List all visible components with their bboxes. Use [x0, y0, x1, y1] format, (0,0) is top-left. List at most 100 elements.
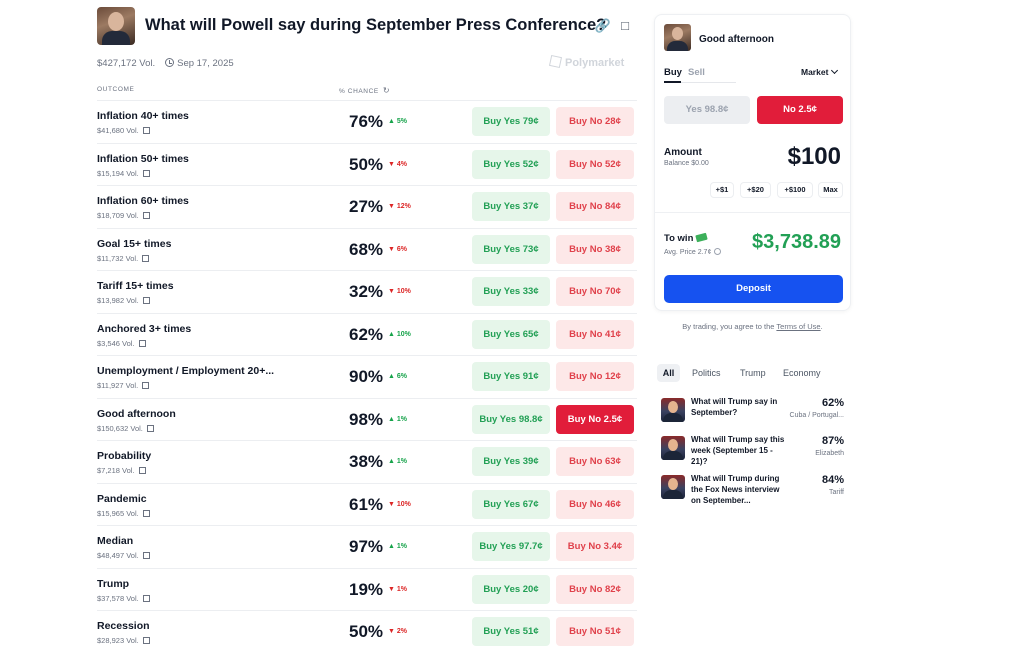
- active-tab-indicator: [664, 81, 681, 83]
- bookmark-icon[interactable]: □: [621, 18, 629, 33]
- outcome-chance: 68%: [349, 239, 384, 259]
- polymarket-logo-icon: [548, 54, 563, 69]
- outcome-row[interactable]: Median $48,497 Vol. 97% ▲ 1% Buy Yes 97.7¢ Bu…: [97, 525, 637, 568]
- outcome-volume-text: $48,497 Vol.: [97, 551, 139, 560]
- outcome-volume: $48,497 Vol.: [97, 551, 150, 560]
- outcome-change-value: 10%: [396, 500, 411, 508]
- filter-tab-all[interactable]: All: [657, 364, 680, 382]
- buy-yes-button[interactable]: Buy Yes 79¢: [472, 107, 550, 136]
- buy-no-button[interactable]: Buy No 70¢: [556, 277, 634, 306]
- triangle-down-icon: ▼: [388, 628, 397, 635]
- outcome-row[interactable]: Anchored 3+ times $3,546 Vol. 62% ▲ 10% Buy …: [97, 312, 637, 356]
- chevron-down-icon: [831, 66, 839, 75]
- buy-yes-button[interactable]: Buy Yes 97.7¢: [472, 532, 550, 561]
- terms-notice: By trading, you agree to the Terms of Us…: [654, 322, 851, 331]
- outcome-chance: 97%: [349, 537, 384, 556]
- buy-yes-button[interactable]: Buy Yes 65¢: [472, 319, 550, 349]
- to-win-text: To win: [664, 233, 694, 244]
- outcome-row[interactable]: Inflation 60+ times $18,709 Vol. 27% ▼ 12% B…: [97, 185, 637, 228]
- outcome-chance: 98%: [349, 409, 384, 429]
- buy-no-button[interactable]: Buy No 46¢: [556, 489, 634, 519]
- buy-yes-button[interactable]: Buy Yes 98.8¢: [472, 404, 550, 434]
- outcome-change-value: 5%: [396, 118, 407, 125]
- related-market-item[interactable]: What will Trump say this week (September…: [661, 434, 846, 466]
- buy-yes-button[interactable]: Buy Yes 20¢: [472, 574, 550, 604]
- outcome-row[interactable]: Goal 15+ times $11,732 Vol. 68% ▼ 6% Buy Yes…: [97, 227, 637, 271]
- buy-no-button[interactable]: Buy No 52¢: [556, 149, 634, 179]
- buy-no-button[interactable]: Buy No 3.4¢: [556, 532, 634, 561]
- link-icon[interactable]: 🔗: [594, 18, 612, 33]
- outcome-row[interactable]: Inflation 40+ times $41,680 Vol. 76% ▲ 5% Bu…: [97, 100, 637, 143]
- trade-yes-button[interactable]: Yes 98.8¢: [664, 96, 750, 124]
- buy-no-button[interactable]: Buy No 28¢: [556, 107, 634, 136]
- buy-yes-button[interactable]: Buy Yes 37¢: [472, 192, 550, 221]
- buy-no-button[interactable]: Buy No 2.5¢: [556, 404, 634, 434]
- outcome-change: ▼ 6%: [388, 246, 407, 253]
- buy-no-button[interactable]: Buy No 84¢: [556, 192, 634, 221]
- outcome-volume-text: $15,965 Vol.: [97, 508, 139, 518]
- filter-tab-politics[interactable]: Politics: [692, 368, 721, 378]
- buy-yes-button[interactable]: Buy Yes 51¢: [472, 617, 550, 646]
- outcome-change: ▼ 12%: [388, 203, 411, 210]
- order-type-select[interactable]: Market: [801, 66, 839, 77]
- outcome-change: ▼ 10%: [388, 288, 411, 295]
- outcome-name: Good afternoon: [97, 407, 176, 420]
- amount-input[interactable]: $100: [787, 143, 841, 170]
- money-icon: [695, 232, 709, 243]
- outcome-chance: 61%: [349, 494, 384, 514]
- outcome-name: Recession: [97, 620, 150, 632]
- related-market-item[interactable]: What will Trump say in September? 62% Cu…: [661, 396, 846, 428]
- related-market-image: [661, 475, 685, 499]
- info-icon[interactable]: [714, 248, 722, 255]
- filter-tab-trump[interactable]: Trump: [740, 368, 766, 378]
- outcome-row[interactable]: Good afternoon $150,632 Vol. 98% ▲ 1% Buy Ye…: [97, 397, 637, 441]
- outcome-row[interactable]: Trump $37,578 Vol. 19% ▼ 1% Buy Yes 20¢ Buy N…: [97, 567, 637, 611]
- buy-no-button[interactable]: Buy No 51¢: [556, 617, 634, 646]
- trade-no-button[interactable]: No 2.5¢: [757, 96, 843, 124]
- buy-yes-button[interactable]: Buy Yes 91¢: [472, 362, 550, 391]
- outcome-change-value: 4%: [396, 160, 407, 168]
- outcome-row[interactable]: Pandemic $15,965 Vol. 61% ▼ 10% Buy Yes 67¢ B…: [97, 482, 637, 526]
- chance-column-header[interactable]: % CHANCE ↻: [339, 86, 390, 95]
- buy-yes-button[interactable]: Buy Yes 39¢: [472, 447, 550, 476]
- outcome-change: ▲ 10%: [388, 331, 411, 338]
- avg-price: Avg. Price 2.7¢: [664, 248, 722, 256]
- market-main: What will Powell say during September Pr…: [97, 0, 637, 653]
- buy-yes-button[interactable]: Buy Yes 73¢: [472, 234, 550, 264]
- buy-no-button[interactable]: Buy No 82¢: [556, 574, 634, 604]
- outcome-row[interactable]: Tariff 15+ times $13,982 Vol. 32% ▼ 10% Buy …: [97, 270, 637, 313]
- outcome-change: ▼ 10%: [388, 501, 411, 508]
- buy-yes-button[interactable]: Buy Yes 33¢: [472, 277, 550, 306]
- outcome-row[interactable]: Inflation 50+ times $15,194 Vol. 50% ▼ 4% Bu…: [97, 142, 637, 186]
- add-100-button[interactable]: +$100: [777, 182, 813, 198]
- outcome-change: ▲ 5%: [388, 118, 407, 125]
- triangle-down-icon: ▼: [388, 585, 397, 593]
- add-20-button[interactable]: +$20: [740, 182, 771, 198]
- buy-yes-button[interactable]: Buy Yes 52¢: [472, 149, 550, 179]
- buy-no-button[interactable]: Buy No 63¢: [556, 447, 634, 476]
- outcome-row[interactable]: Recession $28,923 Vol. 50% ▼ 2% Buy Yes 51¢ B…: [97, 610, 637, 653]
- tab-sell[interactable]: Sell: [688, 67, 705, 78]
- outcome-row[interactable]: Probability $7,218 Vol. 38% ▲ 1% Buy Yes 39¢…: [97, 440, 637, 483]
- related-market-item[interactable]: What will Trump during the Fox News inte…: [661, 473, 846, 505]
- terms-prefix: By trading, you agree to the: [682, 322, 775, 331]
- buy-yes-button[interactable]: Buy Yes 67¢: [472, 489, 550, 519]
- outcome-name: Inflation 60+ times: [97, 195, 189, 207]
- outcome-change-value: 6%: [396, 373, 407, 380]
- max-button[interactable]: Max: [818, 182, 843, 198]
- outcome-row[interactable]: Unemployment / Employment 20+... $11,927 …: [97, 355, 637, 398]
- outcome-chance: 32%: [349, 282, 384, 301]
- market-image: [97, 7, 135, 45]
- tab-buy[interactable]: Buy: [664, 67, 682, 78]
- triangle-down-icon: ▼: [388, 500, 397, 508]
- buy-no-button[interactable]: Buy No 41¢: [556, 319, 634, 349]
- filter-tab-economy[interactable]: Economy: [783, 368, 821, 378]
- buy-no-button[interactable]: Buy No 38¢: [556, 234, 634, 264]
- refresh-icon[interactable]: ↻: [382, 86, 391, 95]
- outcome-volume-text: $28,923 Vol.: [97, 636, 139, 645]
- add-1-button[interactable]: +$1: [710, 182, 734, 198]
- buy-no-button[interactable]: Buy No 12¢: [556, 362, 634, 391]
- terms-link[interactable]: Terms of Use: [776, 322, 821, 331]
- tab-divider: [664, 82, 736, 83]
- deposit-button[interactable]: Deposit: [664, 275, 843, 303]
